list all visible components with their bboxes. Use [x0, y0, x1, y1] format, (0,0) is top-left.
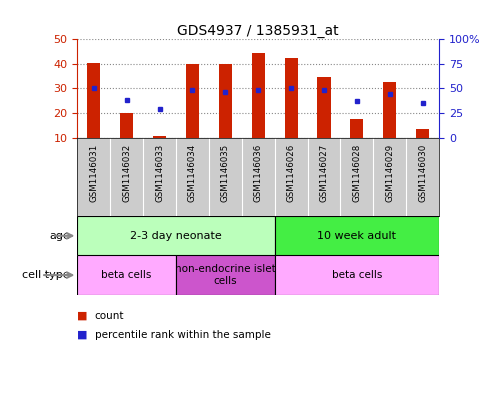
Bar	[77, 216, 274, 255]
Text: GSM1146035: GSM1146035	[221, 144, 230, 202]
Bar	[317, 77, 330, 138]
Bar	[416, 129, 429, 138]
Bar	[284, 58, 298, 138]
Text: ■: ■	[77, 330, 88, 340]
Text: percentile rank within the sample: percentile rank within the sample	[95, 330, 270, 340]
Bar	[87, 62, 100, 138]
Text: GSM1146027: GSM1146027	[319, 144, 328, 202]
Text: beta cells: beta cells	[101, 270, 152, 280]
Text: beta cells: beta cells	[332, 270, 382, 280]
Text: count: count	[95, 311, 124, 321]
Bar	[77, 255, 176, 295]
Text: GSM1146036: GSM1146036	[253, 144, 263, 202]
Text: cell type: cell type	[22, 270, 70, 280]
Text: GSM1146028: GSM1146028	[352, 144, 361, 202]
Text: GSM1146030: GSM1146030	[418, 144, 427, 202]
Bar	[120, 113, 133, 138]
Bar	[186, 64, 199, 138]
Text: age: age	[49, 231, 70, 241]
Text: GSM1146032: GSM1146032	[122, 144, 131, 202]
Bar	[274, 255, 439, 295]
Title: GDS4937 / 1385931_at: GDS4937 / 1385931_at	[178, 24, 339, 38]
Text: GSM1146031: GSM1146031	[89, 144, 98, 202]
Bar	[274, 216, 439, 255]
Bar	[350, 119, 363, 138]
Text: GSM1146029: GSM1146029	[385, 144, 394, 202]
Bar	[251, 53, 265, 138]
Bar	[176, 255, 274, 295]
Bar	[153, 136, 166, 138]
Text: GSM1146026: GSM1146026	[286, 144, 295, 202]
Bar	[383, 82, 396, 138]
Text: GSM1146034: GSM1146034	[188, 144, 197, 202]
Text: 10 week adult: 10 week adult	[317, 231, 396, 241]
Text: non-endocrine islet
cells: non-endocrine islet cells	[175, 264, 276, 286]
Text: 2-3 day neonate: 2-3 day neonate	[130, 231, 222, 241]
Text: GSM1146033: GSM1146033	[155, 144, 164, 202]
Text: ■: ■	[77, 311, 88, 321]
Bar	[219, 64, 232, 138]
